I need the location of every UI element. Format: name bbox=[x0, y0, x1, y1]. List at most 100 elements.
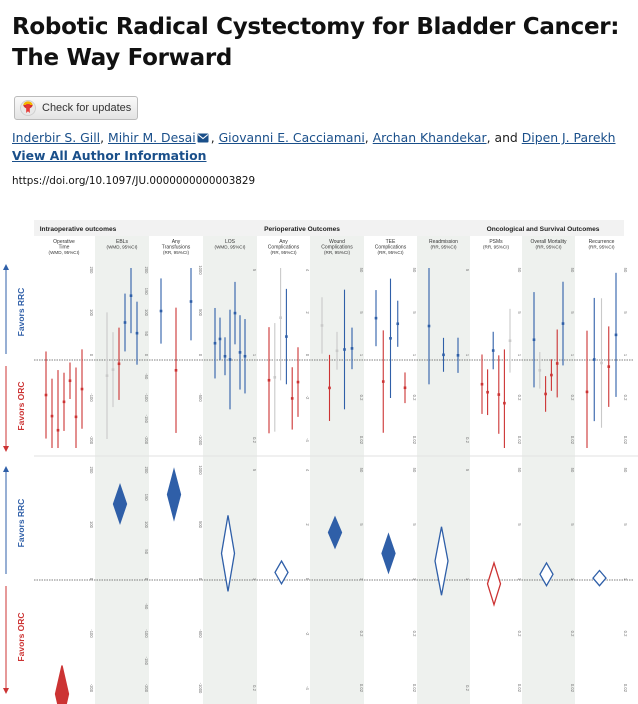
study-point bbox=[561, 322, 565, 325]
study-point bbox=[105, 374, 109, 377]
tick-label: 0.02 bbox=[570, 436, 575, 445]
tick-label: -200 bbox=[144, 684, 149, 693]
tick-label: -200 bbox=[144, 436, 149, 445]
study-point bbox=[80, 387, 84, 391]
column-band bbox=[95, 234, 149, 704]
study-point bbox=[491, 349, 495, 352]
tick-label: 200 bbox=[144, 467, 149, 475]
check-for-updates-button[interactable]: Check for updates bbox=[14, 96, 138, 120]
study-point bbox=[228, 358, 232, 361]
column-band bbox=[417, 234, 470, 704]
favors-orc-arrowhead bbox=[3, 688, 9, 694]
article-title: Robotic Radical Cystectomy for Bladder C… bbox=[12, 14, 620, 71]
tick-label: 5 bbox=[517, 311, 522, 314]
study-point bbox=[592, 358, 596, 361]
tick-label: 0.2 bbox=[517, 395, 522, 401]
tick-label: -1000 bbox=[198, 683, 203, 694]
column-title: Time bbox=[59, 245, 70, 251]
author-link-gill[interactable]: Inderbir S. Gill bbox=[12, 130, 101, 145]
study-point bbox=[233, 311, 237, 315]
author-link-khandekar[interactable]: Archan Khandekar bbox=[372, 130, 487, 145]
favors-rrc-arrowhead bbox=[3, 264, 9, 270]
column-measure: (WMD, 95%CI) bbox=[49, 250, 80, 255]
tick-label: -500 bbox=[198, 629, 203, 638]
tick-label: 1000 bbox=[198, 465, 203, 475]
study-point bbox=[550, 373, 553, 377]
pooled-estimate-diamond bbox=[54, 665, 70, 704]
tick-label: 0.2 bbox=[412, 631, 417, 637]
tick-label: 5 bbox=[570, 311, 575, 314]
email-icon[interactable] bbox=[197, 133, 209, 143]
study-point bbox=[123, 321, 127, 324]
study-point bbox=[389, 337, 392, 340]
study-point bbox=[273, 376, 277, 379]
column-title: Overall Mortality bbox=[530, 239, 567, 245]
study-point bbox=[343, 348, 346, 351]
tick-label: 0 bbox=[305, 578, 310, 581]
tick-label: -150 bbox=[144, 657, 149, 666]
study-point bbox=[555, 362, 559, 365]
tick-label: 0.2 bbox=[465, 437, 470, 443]
tick-label: 0.2 bbox=[517, 631, 522, 637]
favors-rrc-arrowhead bbox=[3, 466, 9, 472]
tick-label: -100 bbox=[144, 629, 149, 638]
study-point bbox=[189, 300, 193, 303]
tick-label: 0.02 bbox=[359, 684, 364, 693]
study-point bbox=[213, 341, 217, 345]
study-point bbox=[374, 316, 378, 320]
tick-label: 150 bbox=[144, 494, 149, 502]
study-point bbox=[396, 322, 400, 326]
tick-label: -1000 bbox=[198, 435, 203, 446]
tick-label: -100 bbox=[89, 393, 94, 402]
column-measure: (RR, 95%CI) bbox=[483, 245, 510, 250]
tick-label: 0 bbox=[198, 354, 203, 357]
tick-label: 5 bbox=[517, 523, 522, 526]
author-link-desai[interactable]: Mihir M. Desai bbox=[108, 130, 196, 145]
tick-label: 1 bbox=[465, 578, 470, 581]
tick-label: 50 bbox=[412, 268, 417, 273]
tick-label: 0.2 bbox=[412, 395, 417, 401]
study-point bbox=[135, 331, 139, 335]
study-point bbox=[607, 365, 611, 368]
study-point bbox=[486, 390, 489, 394]
view-all-author-info-link[interactable]: View All Author Information bbox=[12, 148, 207, 163]
author-link-parekh[interactable]: Dipen J. Parekh bbox=[521, 130, 616, 145]
tick-label: 500 bbox=[198, 521, 203, 529]
column-title: Recurrence bbox=[589, 239, 615, 245]
tick-label: -500 bbox=[198, 393, 203, 402]
tick-label: -4 bbox=[305, 686, 310, 690]
pooled-estimate-diamond bbox=[592, 569, 607, 587]
tick-label: 5 bbox=[465, 469, 470, 472]
tick-label: 0.2 bbox=[359, 631, 364, 637]
study-point bbox=[218, 337, 222, 341]
group-label: Intraoperative outcomes bbox=[40, 226, 117, 233]
pooled-estimate-diamond bbox=[486, 560, 502, 607]
study-point bbox=[442, 353, 445, 357]
tick-label: 1 bbox=[623, 578, 628, 581]
author-separator-and: , and bbox=[486, 130, 522, 145]
study-point bbox=[600, 361, 603, 365]
author-link-cacciamani[interactable]: Giovanni E. Cacciamani bbox=[218, 130, 365, 145]
tick-label: 0 bbox=[144, 578, 149, 581]
column-measure: (RR, 95%CI) bbox=[163, 250, 190, 255]
study-point bbox=[117, 362, 121, 366]
tick-label: 1000 bbox=[198, 265, 203, 275]
column-title: Any bbox=[279, 239, 288, 245]
tick-label: 50 bbox=[359, 468, 364, 473]
study-point bbox=[350, 347, 354, 350]
author-separator: , bbox=[100, 130, 108, 145]
tick-label: 0.2 bbox=[465, 685, 470, 691]
tick-label: 5 bbox=[412, 523, 417, 526]
tick-label: 0.02 bbox=[412, 684, 417, 693]
column-title: TEE bbox=[386, 239, 396, 245]
tick-label: -50 bbox=[144, 603, 149, 610]
pooled-estimate-diamond bbox=[166, 467, 182, 522]
tick-label: 4 bbox=[305, 269, 310, 272]
study-point bbox=[328, 386, 331, 390]
tick-label: 1 bbox=[570, 578, 575, 581]
tick-label: -2 bbox=[305, 396, 310, 400]
tick-label: 5 bbox=[623, 311, 628, 314]
study-point bbox=[614, 333, 618, 337]
column-title: Operative bbox=[53, 239, 75, 245]
column-measure: (WMD, 95%CI) bbox=[215, 245, 246, 250]
